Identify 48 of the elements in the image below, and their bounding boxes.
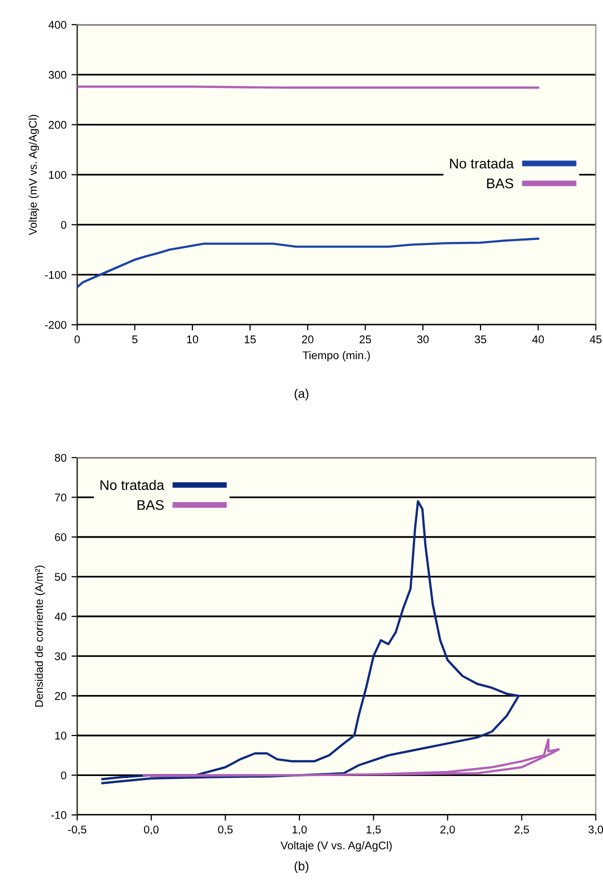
y-tick-label: 60: [54, 533, 66, 542]
x-tick-label: 0,0: [144, 826, 159, 835]
x-tick-label: 15: [244, 336, 256, 344]
y-tick-label: 50: [54, 572, 66, 581]
y-tick-label: 30: [54, 652, 66, 660]
y-tick-label: 40: [54, 612, 66, 621]
x-tick-label: 30: [417, 335, 429, 344]
x-tick-label: 1,5: [366, 826, 381, 835]
y-tick-label: 70: [54, 494, 66, 502]
y-tick-label: 10: [55, 732, 66, 740]
y-tick-label: 200: [48, 120, 66, 129]
x-tick-label: 3,0: [588, 826, 603, 835]
x-axis-title: Voltaje (V vs. Ag/AgCl): [280, 841, 392, 852]
line-series: [77, 238, 540, 288]
text: (a): [294, 388, 308, 400]
legend-label: No tratada: [450, 158, 514, 168]
y-tick-label: -100: [45, 270, 66, 279]
x-tick-label: 0: [74, 335, 80, 344]
y-tick-label: 0: [61, 771, 66, 780]
legend-label: No tratada: [100, 480, 164, 490]
x-tick-label: 45: [590, 336, 602, 344]
x-tick-label: 35: [474, 335, 486, 344]
x-tick-label: 25: [360, 335, 371, 344]
legend-label: BAS: [138, 500, 164, 510]
x-tick-label: 2,0: [440, 826, 455, 835]
y-tick-label: 100: [49, 170, 66, 179]
y-tick-label: 300: [48, 70, 66, 79]
y-tick-label: 400: [48, 20, 66, 29]
x-tick-label: 2,5: [514, 826, 529, 835]
legend-label: BAS: [487, 178, 514, 188]
x-tick-label: -0,5: [68, 826, 86, 835]
x-tick-label: 20: [302, 335, 314, 344]
y-axis-title: Voltaje (mV vs. Ag/AgCl): [28, 114, 39, 236]
y-tick-label: 80: [54, 454, 66, 462]
y-tick-label: 20: [54, 692, 66, 700]
y-axis-title: Densidad de corriente (A/m²): [34, 566, 46, 707]
x-tick-label: 0,5: [218, 826, 233, 835]
x-tick-label: 1,0: [292, 826, 307, 835]
x-tick-label: 5: [132, 336, 138, 344]
y-tick-label: 0: [61, 220, 66, 229]
x-tick-label: 40: [532, 335, 544, 344]
x-tick-label: 10: [187, 335, 198, 344]
y-tick-label: -10: [51, 811, 66, 820]
x-axis-title: Tiempo (min.): [302, 351, 370, 362]
line-series: [142, 738, 560, 778]
y-tick-label: -200: [45, 320, 66, 329]
line-series: [101, 500, 520, 784]
text: (b): [294, 861, 308, 873]
